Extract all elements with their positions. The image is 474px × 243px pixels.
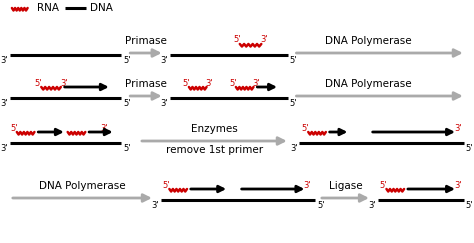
Text: 5': 5'	[301, 123, 309, 132]
Text: 5': 5'	[229, 78, 237, 87]
Text: 5': 5'	[465, 200, 473, 209]
Text: 3': 3'	[206, 78, 213, 87]
Text: 3': 3'	[368, 200, 376, 209]
Text: 3': 3'	[260, 35, 268, 44]
Text: 3': 3'	[303, 181, 311, 190]
Text: 3': 3'	[100, 123, 108, 132]
Text: 3': 3'	[290, 144, 298, 153]
Text: DNA Polymerase: DNA Polymerase	[39, 181, 126, 191]
Text: DNA: DNA	[90, 3, 113, 13]
Text: 3': 3'	[253, 78, 260, 87]
Text: 5': 5'	[233, 35, 241, 44]
Text: 3': 3'	[161, 98, 168, 107]
Text: 3': 3'	[0, 55, 8, 64]
Text: 3': 3'	[454, 181, 462, 190]
Text: 5': 5'	[10, 123, 18, 132]
Text: 3': 3'	[60, 78, 68, 87]
Text: 5': 5'	[380, 181, 387, 190]
Text: DNA Polymerase: DNA Polymerase	[325, 36, 411, 46]
Text: remove 1st primer: remove 1st primer	[166, 145, 263, 155]
Text: 5': 5'	[290, 55, 297, 64]
Text: 5': 5'	[465, 144, 473, 153]
Text: 3': 3'	[151, 200, 159, 209]
Text: Enzymes: Enzymes	[191, 124, 238, 134]
Text: 5': 5'	[123, 98, 131, 107]
Text: 3': 3'	[161, 55, 168, 64]
Text: 5': 5'	[35, 78, 42, 87]
Text: 3': 3'	[0, 144, 8, 153]
Text: 5': 5'	[163, 181, 170, 190]
Text: Ligase: Ligase	[328, 181, 362, 191]
Text: 5': 5'	[290, 98, 297, 107]
Text: 5': 5'	[317, 200, 325, 209]
Text: DNA Polymerase: DNA Polymerase	[325, 79, 411, 89]
Text: 5': 5'	[123, 144, 131, 153]
Text: 5': 5'	[123, 55, 131, 64]
Text: 3': 3'	[454, 123, 462, 132]
Text: 5': 5'	[182, 78, 190, 87]
Text: 3': 3'	[0, 98, 8, 107]
Text: RNA: RNA	[37, 3, 59, 13]
Text: Primase: Primase	[125, 79, 167, 89]
Text: Primase: Primase	[125, 36, 167, 46]
